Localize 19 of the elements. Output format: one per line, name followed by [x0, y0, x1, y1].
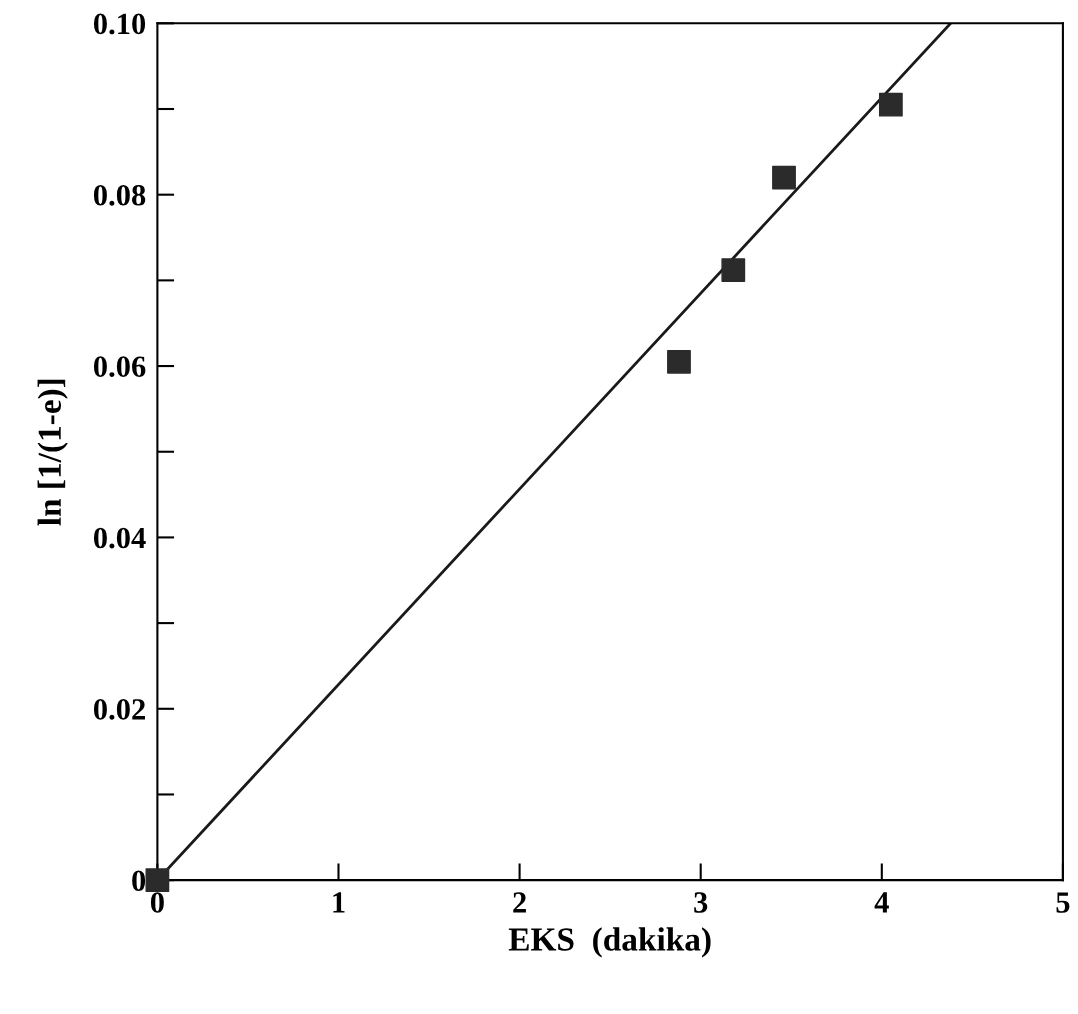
point	[772, 165, 796, 190]
x-tick-label: 0	[150, 892, 164, 913]
y-tick-label: 0.04	[93, 527, 146, 549]
y-axis-title: ln [1/(1-e)]	[37, 379, 68, 526]
x-tick-label: 1	[333, 892, 345, 913]
y-tick-label: 0.08	[93, 184, 146, 206]
x-axis-title: EKS (dakika)	[508, 927, 711, 958]
point	[721, 258, 746, 282]
point	[667, 349, 691, 374]
point	[878, 92, 903, 117]
x-tick-label: 4	[874, 892, 889, 913]
x-tick-label: 3	[694, 892, 708, 913]
y-tick-label: 0.10	[93, 13, 146, 35]
x-tick-label: 2	[513, 892, 526, 913]
point	[145, 868, 170, 893]
y-tick-label: 0	[132, 870, 146, 892]
y-tick-label: 0.02	[93, 699, 145, 720]
x-tick-label: 5	[1056, 892, 1070, 913]
y-tick-label: 0.06	[93, 356, 146, 378]
